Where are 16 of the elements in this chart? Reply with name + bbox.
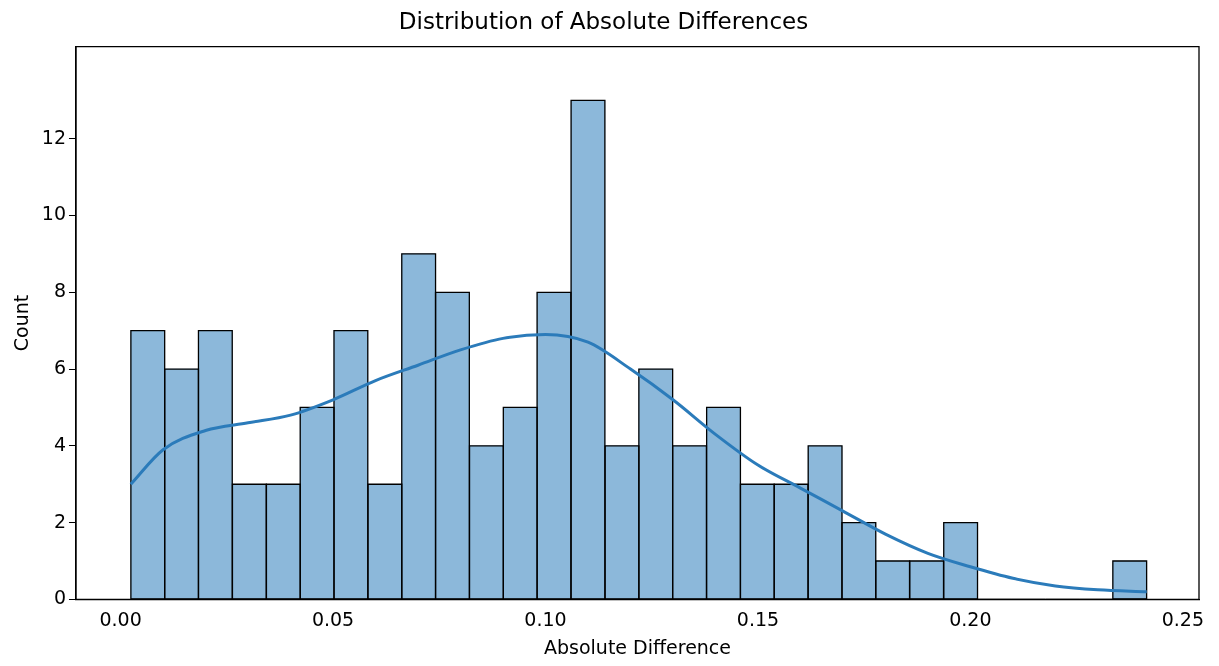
y-tick-label: 8 (53, 279, 66, 302)
x-axis-title: Absolute Difference (543, 635, 731, 658)
y-tick-label: 2 (53, 509, 66, 532)
x-tick-label: 0.25 (1161, 607, 1205, 630)
x-tick-label: 0.05 (311, 607, 355, 630)
y-tick-label: 10 (41, 202, 66, 225)
y-tick-label: 0 (53, 586, 66, 609)
x-tick-label: 0.10 (524, 607, 567, 630)
y-tick-label: 12 (41, 125, 66, 148)
y-axis-title: Count (10, 294, 33, 352)
y-tick-label: 4 (53, 432, 66, 455)
x-tick-label: 0.00 (99, 607, 142, 630)
chart-title: Distribution of Absolute Differences (398, 7, 809, 34)
x-tick-label: 0.20 (949, 607, 992, 630)
y-tick-label: 6 (53, 356, 66, 378)
x-tick-label: 0.15 (736, 607, 780, 630)
